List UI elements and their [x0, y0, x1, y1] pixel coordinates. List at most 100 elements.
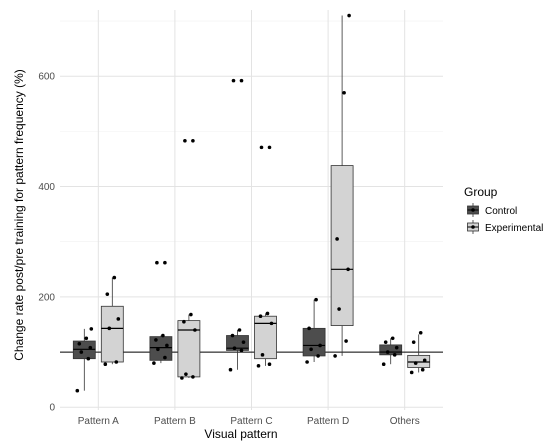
box-layer — [72, 13, 431, 393]
box-body — [254, 315, 277, 360]
data-point — [239, 348, 244, 353]
data-point — [256, 364, 261, 368]
tick-label-layer: 0 200 400 600 Pattern A Pattern B Pattern C Pat… — [38, 72, 419, 427]
data-point — [237, 328, 242, 332]
grid-layer — [60, 10, 443, 410]
outlier-point — [231, 78, 236, 83]
data-point — [180, 376, 184, 380]
box-body — [226, 335, 249, 351]
legend-label: Control — [485, 206, 517, 217]
data-point — [383, 340, 388, 344]
data-point — [335, 237, 339, 241]
data-point — [420, 367, 425, 372]
box-body — [177, 320, 201, 378]
data-point — [161, 333, 165, 338]
legend-entry-experimental: Experimental — [466, 220, 543, 234]
data-point — [409, 370, 414, 375]
data-point — [381, 362, 386, 367]
box-experimental-pattern-d — [330, 13, 354, 358]
x-tick-label: Others — [390, 416, 420, 427]
data-point — [318, 343, 322, 348]
data-point — [193, 328, 197, 332]
data-point — [337, 307, 341, 311]
box-body — [379, 344, 403, 356]
data-point — [77, 341, 82, 346]
x-tick-label: Pattern C — [230, 416, 272, 427]
data-point — [105, 292, 110, 296]
data-point — [86, 356, 91, 361]
data-point — [189, 312, 193, 317]
y-axis-title: Change rate post/pre training for patter… — [12, 69, 26, 361]
data-point — [305, 360, 309, 364]
data-point — [232, 346, 237, 351]
data-point — [241, 340, 246, 344]
data-point — [230, 333, 235, 338]
data-point — [114, 360, 119, 364]
data-point — [116, 317, 121, 321]
data-point — [103, 362, 108, 367]
data-point — [333, 354, 337, 358]
data-point — [309, 347, 313, 352]
box-body — [330, 165, 354, 326]
data-point — [316, 354, 320, 358]
data-point — [260, 353, 265, 357]
x-tick-label: Pattern A — [78, 416, 119, 427]
legend-title: Group — [464, 185, 498, 199]
legend: Group Control Experimental — [464, 185, 543, 234]
data-point — [392, 353, 397, 357]
data-point — [84, 336, 89, 341]
data-point — [258, 314, 263, 319]
data-point — [163, 355, 167, 360]
data-point — [307, 326, 311, 331]
outlier-point — [239, 78, 244, 83]
data-point — [418, 330, 423, 335]
y-tick-label: 400 — [38, 182, 55, 193]
data-point — [107, 326, 112, 331]
box-control-pattern-b — [149, 260, 173, 365]
x-axis-title: Visual pattern — [204, 427, 277, 441]
legend-key-point — [471, 225, 475, 229]
box-control-pattern-d — [302, 297, 326, 364]
data-point — [152, 361, 156, 365]
data-point — [267, 362, 272, 367]
data-point — [112, 275, 117, 280]
data-point — [390, 336, 395, 341]
box-control-pattern-c — [226, 78, 249, 372]
outlier-point — [191, 138, 195, 143]
data-point — [154, 338, 158, 342]
box-experimental-pattern-b — [177, 138, 201, 380]
data-point — [265, 311, 270, 316]
data-point — [79, 350, 84, 354]
data-point — [269, 321, 274, 326]
data-point — [347, 13, 351, 18]
box-experimental-others — [407, 330, 431, 375]
box-control-pattern-a — [72, 327, 96, 393]
legend-items: Control Experimental — [466, 203, 543, 234]
legend-label: Experimental — [485, 223, 543, 234]
data-point — [314, 297, 318, 302]
box-experimental-pattern-a — [100, 275, 124, 367]
box-body — [100, 305, 124, 363]
y-tick-label: 200 — [38, 292, 55, 303]
data-point — [89, 327, 94, 331]
data-point — [184, 372, 188, 376]
y-tick-label: 600 — [38, 72, 55, 83]
outlier-point — [155, 260, 159, 265]
legend-entry-control: Control — [466, 203, 517, 217]
data-point — [228, 367, 233, 372]
data-point — [342, 90, 346, 95]
data-point — [346, 267, 350, 272]
data-point — [165, 343, 169, 348]
box-body — [302, 327, 326, 357]
outlier-point — [267, 145, 272, 150]
data-point — [88, 345, 93, 350]
outlier-point — [163, 260, 167, 265]
legend-key-point — [471, 208, 475, 212]
data-point — [422, 358, 427, 363]
box-control-others — [379, 336, 403, 367]
outlier-point — [183, 138, 187, 143]
outlier-point — [259, 145, 264, 150]
data-point — [182, 319, 186, 324]
